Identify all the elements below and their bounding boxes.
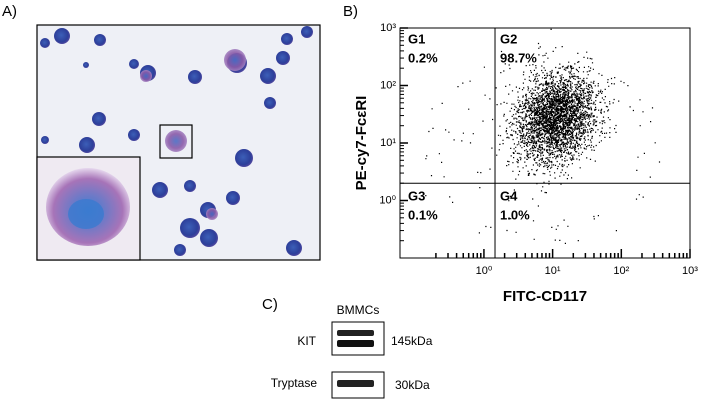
protein-label: Tryptase [271, 376, 318, 390]
quadrant-percent: 0.2% [408, 50, 438, 65]
quadrant-percent: 98.7% [500, 50, 537, 65]
quadrant-percent: 1.0% [500, 208, 530, 223]
event-cloud [425, 28, 661, 244]
x-tick-label: 10² [613, 265, 629, 277]
y-tick-label: 10² [380, 79, 396, 91]
micrograph [36, 24, 321, 261]
size-label: 145kDa [391, 334, 433, 348]
panel-label: A) [2, 3, 17, 20]
size-label: 30kDa [395, 378, 430, 392]
y-tick-label: 10⁰ [379, 194, 396, 206]
y-axis-label: PE-cy7-FcεRI [353, 96, 370, 191]
column-label: BMMCs [337, 303, 380, 317]
blot: KIT 145kDa [297, 321, 433, 356]
panel-label: B) [343, 3, 358, 20]
quadrant-name: G2 [500, 31, 517, 46]
panel-label: C) [262, 296, 278, 313]
x-tick-label: 10⁰ [476, 265, 493, 277]
quadrant-name: G1 [408, 31, 425, 46]
quadrant-name: G3 [408, 189, 425, 204]
protein-label: KIT [297, 334, 316, 348]
plot: 10⁰ 10¹ 10² 10³ 10⁰ 10¹ 10² 10³ G1 0.2% G2 98.7% G3 0… [379, 22, 698, 277]
quadrant-percent: 0.1% [408, 208, 438, 223]
x-tick-label: 10³ [682, 265, 698, 277]
x-tick-label: 10¹ [545, 265, 561, 277]
blot: Tryptase 30kDa [271, 371, 430, 399]
y-tick-label: 10³ [380, 22, 396, 34]
x-axis-label: FITC-CD117 [503, 288, 587, 305]
y-tick-label: 10¹ [380, 137, 396, 149]
quadrant-name: G4 [500, 189, 518, 204]
